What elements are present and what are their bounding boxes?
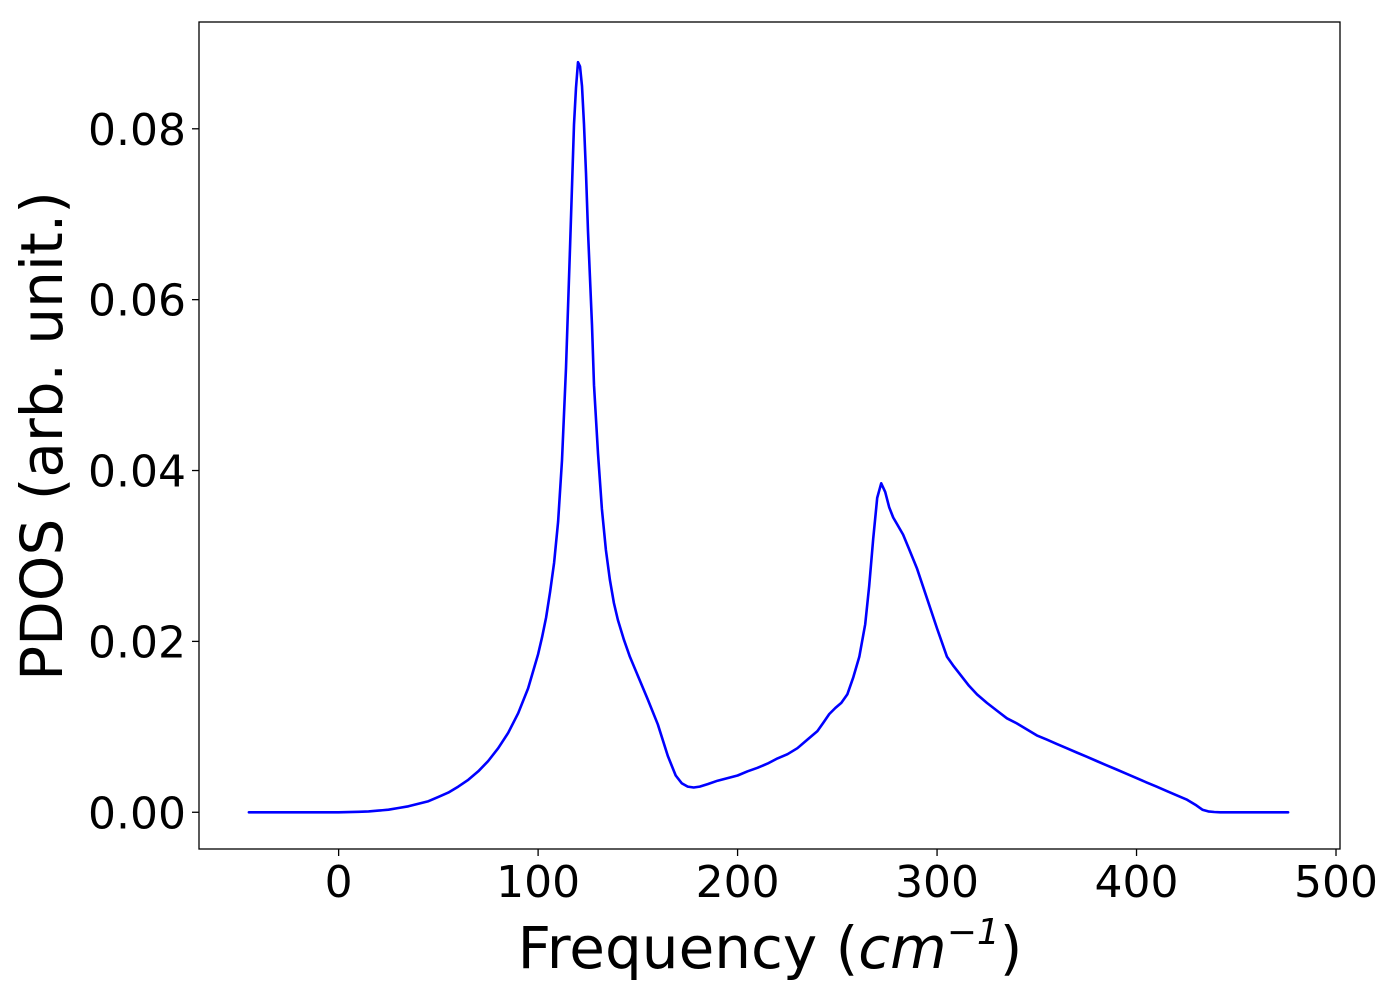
x-tick-label: 0 xyxy=(325,857,353,908)
y-tick-label: 0.04 xyxy=(88,447,186,498)
y-tick-label: 0.00 xyxy=(88,788,186,839)
axes-frame xyxy=(198,21,1341,850)
x-axis-ticks: 0 100 200 300 400 500 xyxy=(325,849,1378,908)
y-tick-label: 0.08 xyxy=(88,105,186,156)
y-axis-label: PDOS (arb. unit.) xyxy=(8,191,76,681)
x-axis-label: Frequency (cm−1) xyxy=(518,912,1023,982)
x-tick-label: 100 xyxy=(496,857,580,908)
y-axis-ticks: 0.00 0.02 0.04 0.06 0.08 xyxy=(88,105,199,839)
x-tick-label: 400 xyxy=(1095,857,1179,908)
y-tick-label: 0.02 xyxy=(88,617,186,668)
x-tick-label: 500 xyxy=(1294,857,1378,908)
x-tick-label: 200 xyxy=(696,857,780,908)
x-tick-label: 300 xyxy=(895,857,979,908)
plot-area xyxy=(247,60,1290,814)
y-tick-label: 0.06 xyxy=(88,276,186,327)
pdos-series-line xyxy=(247,60,1290,814)
